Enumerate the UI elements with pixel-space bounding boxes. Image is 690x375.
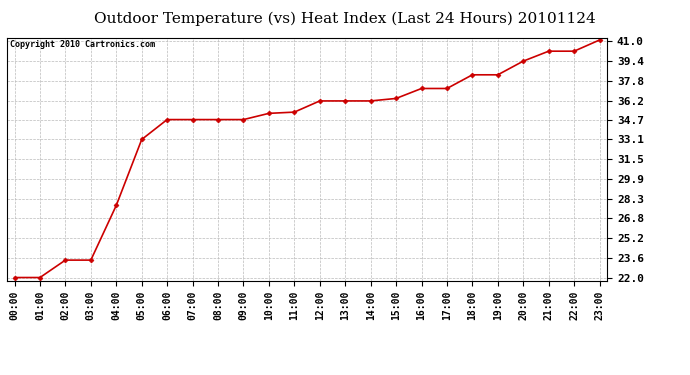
Text: Copyright 2010 Cartronics.com: Copyright 2010 Cartronics.com: [10, 40, 155, 49]
Text: Outdoor Temperature (vs) Heat Index (Last 24 Hours) 20101124: Outdoor Temperature (vs) Heat Index (Las…: [94, 11, 596, 26]
